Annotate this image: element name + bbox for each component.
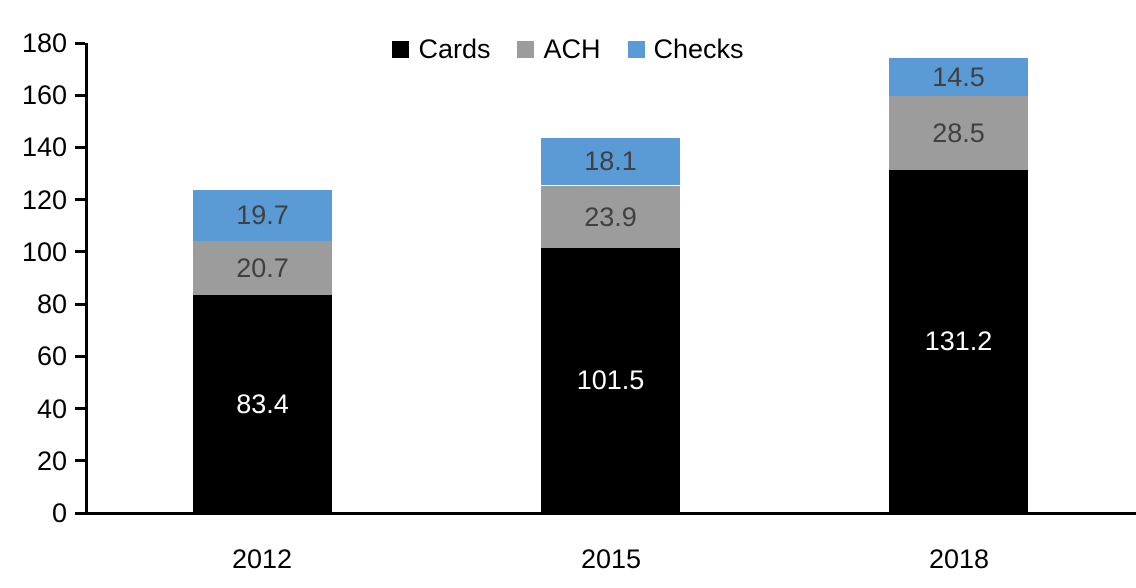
bar-segment-ach-2012: 20.7 bbox=[193, 241, 332, 295]
data-label: 28.5 bbox=[932, 117, 985, 148]
y-tick-mark bbox=[75, 459, 85, 462]
bar-segment-cards-2018: 131.2 bbox=[889, 170, 1028, 513]
data-label: 20.7 bbox=[236, 252, 289, 283]
y-tick-label: 120 bbox=[21, 185, 67, 215]
bar-segment-checks-2018: 14.5 bbox=[889, 58, 1028, 96]
y-tick-label: 60 bbox=[36, 341, 67, 371]
y-tick-label: 40 bbox=[36, 394, 67, 424]
y-tick-mark bbox=[75, 146, 85, 149]
y-tick-mark bbox=[75, 355, 85, 358]
bar-segment-checks-2012: 19.7 bbox=[193, 190, 332, 241]
y-tick-mark bbox=[75, 407, 85, 410]
y-tick-label: 180 bbox=[21, 28, 67, 58]
legend-swatch-icon bbox=[517, 40, 535, 58]
bar-segment-cards-2015: 101.5 bbox=[541, 248, 680, 513]
x-tick-label-2015: 2015 bbox=[580, 544, 642, 574]
y-axis-line bbox=[85, 43, 88, 513]
legend-swatch-icon bbox=[627, 40, 645, 58]
data-label: 14.5 bbox=[932, 61, 985, 92]
bar-segment-ach-2018: 28.5 bbox=[889, 96, 1028, 170]
y-tick-label: 80 bbox=[36, 289, 67, 319]
legend-label: ACH bbox=[543, 34, 601, 64]
legend-item-ach: ACH bbox=[517, 33, 601, 65]
y-tick-label: 160 bbox=[21, 80, 67, 110]
y-tick-mark bbox=[75, 250, 85, 253]
y-tick-label: 140 bbox=[21, 132, 67, 162]
legend-swatch-icon bbox=[392, 40, 410, 58]
data-label: 131.2 bbox=[924, 326, 993, 356]
bar-segment-checks-2015: 18.1 bbox=[541, 138, 680, 185]
x-tick-label-2012: 2012 bbox=[231, 544, 293, 574]
x-tick-label-2018: 2018 bbox=[928, 544, 990, 574]
legend: Cards ACH Checks bbox=[0, 33, 1136, 65]
data-label: 23.9 bbox=[584, 201, 637, 232]
x-axis-line bbox=[75, 512, 1136, 515]
y-tick-mark bbox=[75, 198, 85, 201]
legend-label: Cards bbox=[418, 34, 491, 64]
y-tick-label: 20 bbox=[36, 446, 67, 476]
y-tick-mark bbox=[75, 303, 85, 306]
bar-segment-cards-2012: 83.4 bbox=[193, 295, 332, 513]
data-label: 101.5 bbox=[576, 365, 645, 395]
data-label: 19.7 bbox=[236, 200, 289, 230]
y-tick-mark bbox=[75, 42, 85, 45]
legend-item-cards: Cards bbox=[392, 33, 490, 65]
y-tick-label: 0 bbox=[51, 498, 67, 528]
bar-segment-ach-2015: 23.9 bbox=[541, 186, 680, 248]
legend-label: Checks bbox=[653, 34, 744, 64]
legend-item-checks: Checks bbox=[627, 33, 744, 65]
data-label: 83.4 bbox=[236, 388, 289, 419]
data-label: 18.1 bbox=[584, 146, 637, 176]
y-tick-mark bbox=[75, 94, 85, 97]
y-tick-label: 100 bbox=[21, 237, 67, 267]
